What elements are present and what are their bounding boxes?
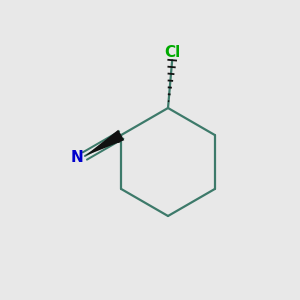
Text: C: C xyxy=(110,132,121,145)
Text: N: N xyxy=(70,150,83,165)
Text: Cl: Cl xyxy=(165,45,181,60)
Polygon shape xyxy=(85,130,124,156)
